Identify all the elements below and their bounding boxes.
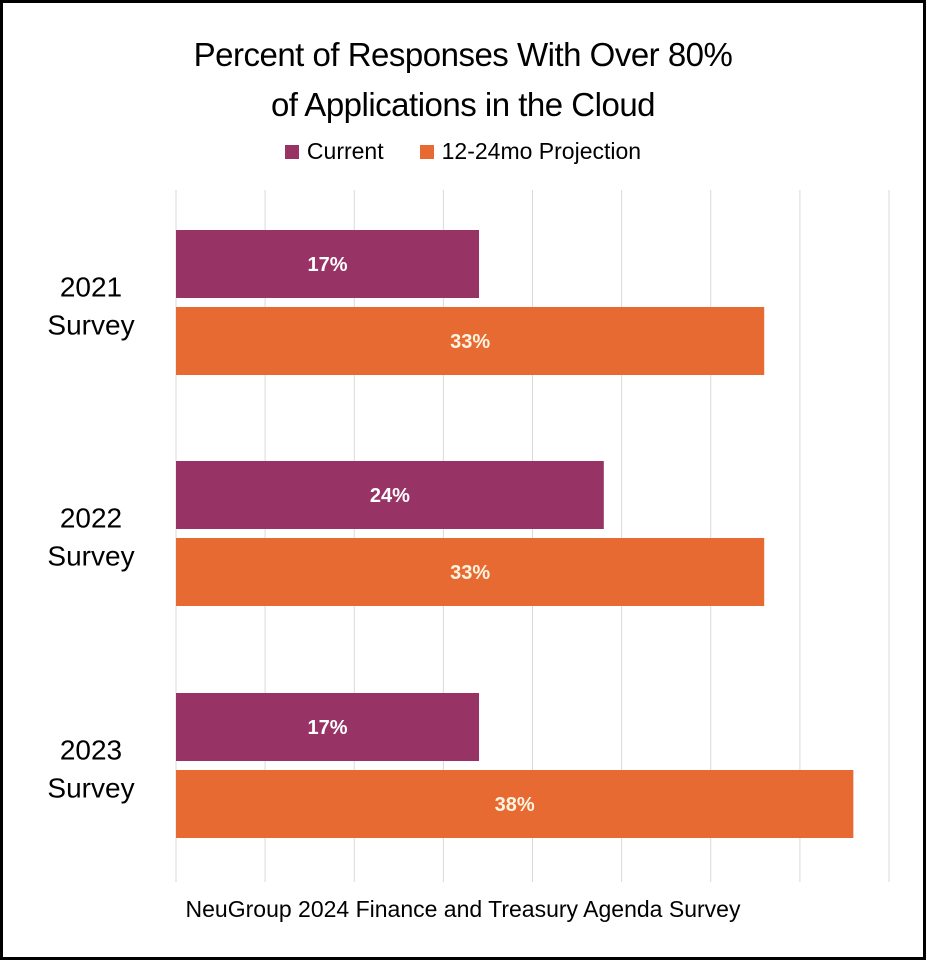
chart-title: Percent of Responses With Over 80% of Ap… bbox=[0, 30, 926, 130]
legend-item-projection: 12-24mo Projection bbox=[419, 138, 642, 165]
data-label: 17% bbox=[307, 717, 347, 739]
data-label: 38% bbox=[495, 794, 535, 816]
category-label: Survey bbox=[47, 773, 134, 804]
x-axis-label: NeuGroup 2024 Finance and Treasury Agend… bbox=[185, 896, 741, 922]
data-label: 33% bbox=[450, 331, 490, 353]
category-label: 2022 bbox=[60, 503, 122, 534]
data-label: 33% bbox=[450, 562, 490, 584]
bar-current bbox=[176, 461, 604, 529]
bar-projection bbox=[176, 538, 765, 606]
legend-item-current: Current bbox=[284, 138, 384, 165]
legend-swatch-projection bbox=[419, 144, 434, 159]
data-label: 17% bbox=[307, 254, 347, 276]
legend-swatch-current bbox=[284, 144, 299, 159]
category-label: Survey bbox=[47, 310, 134, 341]
bar-projection bbox=[176, 770, 854, 838]
bar-current bbox=[176, 693, 480, 761]
category-label: Survey bbox=[47, 541, 134, 572]
legend-label-current: Current bbox=[306, 138, 384, 164]
category-label: 2023 bbox=[60, 735, 122, 766]
legend: Current 12-24mo Projection bbox=[0, 138, 926, 165]
legend-label-projection: 12-24mo Projection bbox=[441, 138, 642, 164]
bar-projection bbox=[176, 307, 765, 375]
data-label: 24% bbox=[370, 485, 410, 507]
chart-title-line-1: Percent of Responses With Over 80% bbox=[193, 36, 733, 73]
category-label: 2021 bbox=[60, 272, 122, 303]
chart-title-line-2: of Applications in the Cloud bbox=[270, 86, 656, 123]
bar-current bbox=[176, 230, 480, 298]
